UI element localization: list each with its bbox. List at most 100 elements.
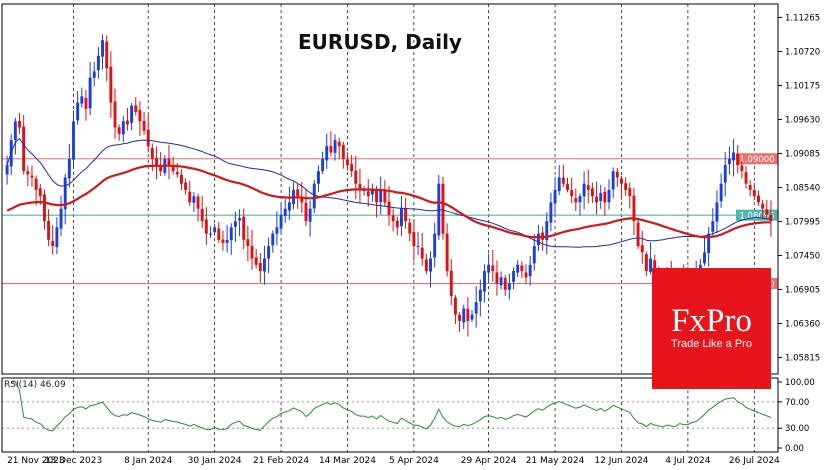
candle-body — [453, 297, 457, 315]
candle — [553, 176, 557, 216]
x-tick-label: 4 Jul 2024 — [665, 456, 710, 466]
candle-body — [18, 120, 21, 128]
candle-body — [321, 158, 325, 172]
candle — [179, 169, 183, 191]
candle — [474, 286, 478, 328]
candle — [42, 189, 46, 230]
candle — [707, 226, 711, 267]
candle — [611, 167, 615, 199]
candle — [649, 242, 652, 275]
candle-body — [624, 183, 628, 190]
candle — [209, 226, 212, 239]
candle — [167, 144, 171, 180]
candle — [146, 114, 150, 153]
candle — [275, 211, 279, 246]
candle-body — [574, 197, 578, 203]
candle-body — [636, 222, 640, 247]
candle — [5, 155, 9, 185]
candle-body — [300, 196, 304, 203]
candle — [632, 187, 636, 236]
candle-body — [470, 314, 474, 320]
candle — [499, 271, 503, 290]
candle — [404, 197, 408, 229]
rsi-line — [11, 381, 772, 432]
candle-body — [503, 277, 507, 290]
ma-long-line — [6, 164, 771, 239]
candle-body — [279, 214, 283, 229]
candle-body — [213, 227, 217, 233]
candle-body — [595, 196, 599, 203]
candle-body — [483, 271, 486, 292]
candle — [130, 103, 134, 131]
candle-body — [387, 201, 391, 215]
brand-logo-text: FxPro — [671, 303, 752, 339]
candle-body — [578, 196, 582, 203]
vertical-gridlines — [73, 4, 755, 452]
candle-body — [615, 171, 619, 178]
candle — [412, 219, 416, 262]
candle — [732, 139, 736, 177]
candle-body — [188, 191, 192, 203]
candle-body — [337, 141, 341, 147]
candle-body — [354, 170, 358, 184]
candle — [561, 164, 565, 188]
candle-body — [566, 184, 569, 190]
candle-body — [707, 233, 711, 254]
candle — [433, 222, 437, 268]
candle-body — [204, 219, 208, 234]
candle — [213, 223, 217, 236]
candle-body — [51, 241, 55, 247]
candle-body — [254, 257, 258, 265]
candle — [350, 154, 354, 177]
candle — [105, 35, 109, 82]
candle-body — [420, 247, 424, 259]
candle-body — [715, 202, 719, 222]
candle — [761, 199, 765, 220]
candle — [715, 190, 719, 232]
candle-body — [96, 55, 100, 71]
candle — [541, 226, 545, 251]
candle-body — [520, 265, 524, 272]
candle-body — [536, 233, 540, 246]
candle-body — [458, 314, 462, 321]
candle-body — [412, 232, 416, 247]
candle — [478, 279, 482, 317]
brand-tagline: Trade Like a Pro — [671, 338, 752, 350]
candle — [370, 183, 374, 202]
candle — [557, 164, 561, 195]
candle — [624, 177, 628, 196]
y-tick-label: 1.10175 — [785, 81, 820, 91]
candle — [379, 176, 383, 215]
y-tick-label: 1.06905 — [785, 285, 820, 295]
candle-body — [441, 183, 445, 234]
candle — [142, 112, 146, 135]
candle-body — [38, 188, 42, 197]
candle-body — [744, 172, 748, 184]
candle — [18, 112, 21, 134]
candle-body — [478, 289, 482, 302]
candle — [354, 156, 358, 200]
candle — [620, 175, 623, 200]
candle — [225, 224, 229, 253]
candle — [51, 225, 55, 255]
candle-body — [13, 121, 17, 140]
candle-body — [341, 144, 345, 159]
candle-body — [487, 264, 491, 273]
candle-body — [217, 228, 221, 240]
candle — [221, 230, 225, 251]
candle — [196, 193, 200, 222]
candle — [586, 169, 590, 204]
candle-body — [258, 263, 262, 272]
candle — [287, 186, 291, 221]
rsi-y-tick-label: 0.00 — [785, 444, 804, 454]
candle — [740, 160, 744, 179]
candle — [628, 182, 632, 209]
candle — [13, 117, 17, 155]
candle — [88, 62, 92, 116]
candle-body — [167, 158, 171, 165]
candle-body — [155, 157, 158, 165]
candle — [636, 218, 640, 249]
candle — [769, 200, 773, 237]
candle — [495, 260, 499, 296]
